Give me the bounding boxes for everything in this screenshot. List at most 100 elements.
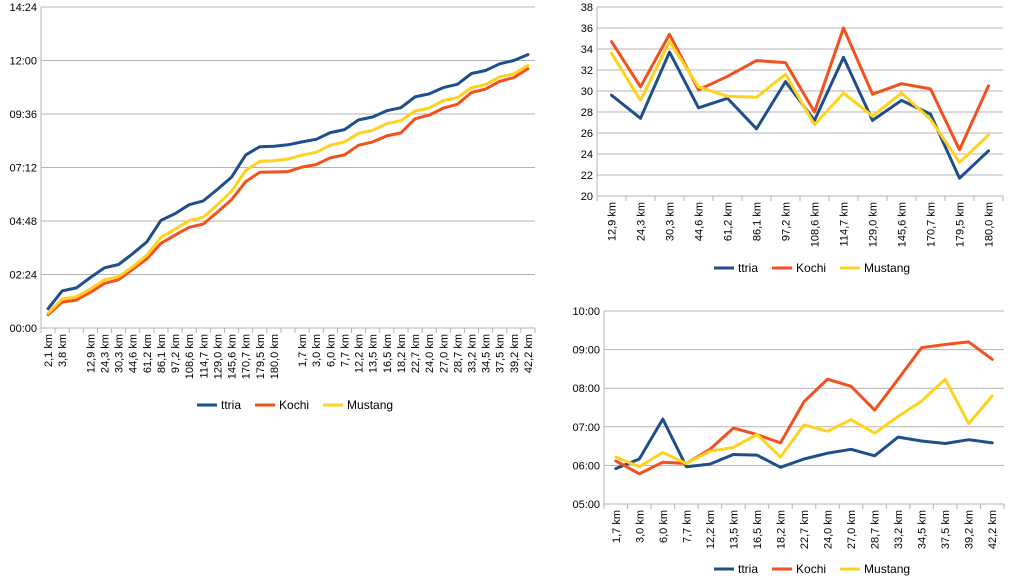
y-tick-label: 22 bbox=[581, 170, 593, 182]
legend-label: Mustang bbox=[864, 261, 910, 275]
y-tick-label: 00:00 bbox=[9, 323, 37, 335]
x-tick-label: 24,0 km bbox=[424, 334, 436, 373]
series-line-kochi bbox=[610, 26, 990, 152]
legend-label: ttria bbox=[738, 261, 758, 275]
y-tick-label: 07:00 bbox=[572, 422, 600, 434]
x-tick-label: 6,0 km bbox=[325, 334, 337, 367]
legend-label: ttria bbox=[221, 398, 241, 412]
x-tick-label: 34,5 km bbox=[917, 510, 929, 549]
y-tick-label: 09:36 bbox=[9, 109, 37, 121]
y-tick-label: 07:12 bbox=[9, 163, 37, 175]
x-tick-label: 39,2 km bbox=[509, 334, 521, 373]
x-tick-label: 86,1 km bbox=[156, 334, 168, 373]
x-tick-label: 24,0 km bbox=[823, 510, 835, 549]
x-tick-label: 129,0 km bbox=[212, 334, 224, 379]
x-tick-label: 37,5 km bbox=[940, 510, 952, 549]
x-tick-label: 3,8 km bbox=[57, 334, 69, 367]
x-tick-label: 114,7 km bbox=[198, 334, 210, 378]
x-tick-label: 3,0 km bbox=[311, 334, 323, 367]
x-tick-label: 180,0 km bbox=[984, 202, 996, 247]
x-tick-label: 179,5 km bbox=[955, 202, 967, 247]
x-tick-label: 7,7 km bbox=[339, 334, 351, 367]
x-tick-label: 3,0 km bbox=[634, 510, 646, 543]
x-tick-label: 12,2 km bbox=[354, 334, 366, 373]
y-tick-label: 05:00 bbox=[572, 499, 600, 511]
series-line-mustang bbox=[46, 63, 530, 315]
x-tick-label: 86,1 km bbox=[752, 202, 764, 241]
x-tick-label: 108,6 km bbox=[810, 202, 822, 247]
x-tick-label: 6,0 km bbox=[658, 510, 670, 543]
chart-cumulative: 00:00 02:24 04:48 07:12 09:36 12:00 14:24 2,1 k… bbox=[9, 2, 536, 412]
y-tick-label: 24 bbox=[581, 149, 593, 161]
series-line-kochi bbox=[46, 67, 530, 317]
x-tick-label: 108,6 km bbox=[184, 334, 196, 379]
y-tick-label: 34 bbox=[581, 44, 593, 56]
x-tick-label: 7,7 km bbox=[681, 510, 693, 543]
x-tick-label: 24,3 km bbox=[100, 334, 112, 373]
series-line-ttria bbox=[610, 50, 990, 180]
legend-label: Mustang bbox=[347, 398, 393, 412]
x-tick-label: 24,3 km bbox=[636, 202, 648, 241]
y-tick-label: 36 bbox=[581, 23, 593, 35]
x-tick-label: 28,7 km bbox=[452, 334, 464, 373]
x-tick-label: 42,2 km bbox=[987, 510, 999, 549]
x-tick-label: 18,2 km bbox=[775, 510, 787, 549]
x-tick-label: 18,2 km bbox=[396, 334, 408, 373]
x-tick-label: 22,7 km bbox=[799, 510, 811, 549]
y-tick-label: 32 bbox=[581, 65, 593, 77]
x-tick-label: 2,1 km bbox=[43, 334, 55, 367]
x-tick-label: 16,5 km bbox=[752, 510, 764, 549]
y-tick-label: 26 bbox=[581, 128, 593, 140]
x-tick-label: 12,9 km bbox=[85, 334, 97, 373]
y-tick-label: 02:24 bbox=[9, 270, 37, 282]
y-tick-label: 28 bbox=[581, 107, 593, 119]
x-tick-label: 27,0 km bbox=[438, 334, 450, 373]
legend-label: Kochi bbox=[796, 562, 826, 576]
y-tick-label: 30 bbox=[581, 86, 593, 98]
x-tick-label: 37,5 km bbox=[495, 334, 507, 373]
x-tick-label: 30,3 km bbox=[114, 334, 126, 373]
x-tick-label: 97,2 km bbox=[781, 202, 793, 241]
legend-label: Mustang bbox=[864, 562, 910, 576]
y-tick-label: 20 bbox=[581, 191, 593, 203]
y-tick-label: 09:00 bbox=[572, 345, 600, 357]
y-tick-label: 08:00 bbox=[572, 383, 600, 395]
legend-label: ttria bbox=[738, 562, 758, 576]
x-tick-label: 30,3 km bbox=[665, 202, 677, 241]
x-tick-label: 145,6 km bbox=[897, 202, 909, 247]
chart-run-pace: 05:00 06:00 07:00 08:00 09:00 10:00 1,7 km 3,0 … bbox=[572, 306, 1005, 576]
x-tick-label: 1,7 km bbox=[297, 334, 309, 367]
x-tick-label: 114,7 km bbox=[839, 202, 851, 246]
series-line-ttria bbox=[614, 417, 994, 471]
series-line-ttria bbox=[46, 53, 530, 311]
y-tick-label: 38 bbox=[581, 2, 593, 14]
x-tick-label: 61,2 km bbox=[723, 202, 735, 241]
x-tick-label: 39,2 km bbox=[964, 510, 976, 549]
y-tick-label: 06:00 bbox=[572, 460, 600, 472]
x-tick-label: 179,5 km bbox=[255, 334, 267, 379]
legend-label: Kochi bbox=[796, 261, 826, 275]
x-tick-label: 170,7 km bbox=[241, 334, 253, 379]
x-tick-label: 170,7 km bbox=[926, 202, 938, 247]
series-line-mustang bbox=[614, 377, 994, 469]
x-tick-label: 44,6 km bbox=[128, 334, 140, 373]
x-tick-label: 97,2 km bbox=[170, 334, 182, 373]
x-tick-label: 12,9 km bbox=[607, 202, 619, 241]
x-tick-label: 22,7 km bbox=[410, 334, 422, 373]
x-tick-label: 129,0 km bbox=[868, 202, 880, 247]
y-tick-label: 10:00 bbox=[572, 306, 600, 318]
chart-bike-speed: 20 22 24 26 28 30 32 34 36 38 12,9 km 24,3 km 30,3 k… bbox=[581, 2, 1004, 275]
y-tick-label: 14:24 bbox=[9, 2, 37, 14]
x-tick-label: 42,2 km bbox=[523, 334, 535, 373]
x-tick-label: 44,6 km bbox=[694, 202, 706, 241]
legend-label: Kochi bbox=[279, 398, 309, 412]
series-line-mustang bbox=[610, 40, 990, 164]
x-tick-label: 33,2 km bbox=[893, 510, 905, 549]
y-tick-label: 04:48 bbox=[9, 216, 37, 228]
x-tick-label: 12,2 km bbox=[705, 510, 717, 549]
x-tick-label: 145,6 km bbox=[227, 334, 239, 379]
series-line-kochi bbox=[614, 340, 994, 476]
x-tick-label: 34,5 km bbox=[481, 334, 493, 373]
x-tick-label: 1,7 km bbox=[611, 510, 623, 543]
